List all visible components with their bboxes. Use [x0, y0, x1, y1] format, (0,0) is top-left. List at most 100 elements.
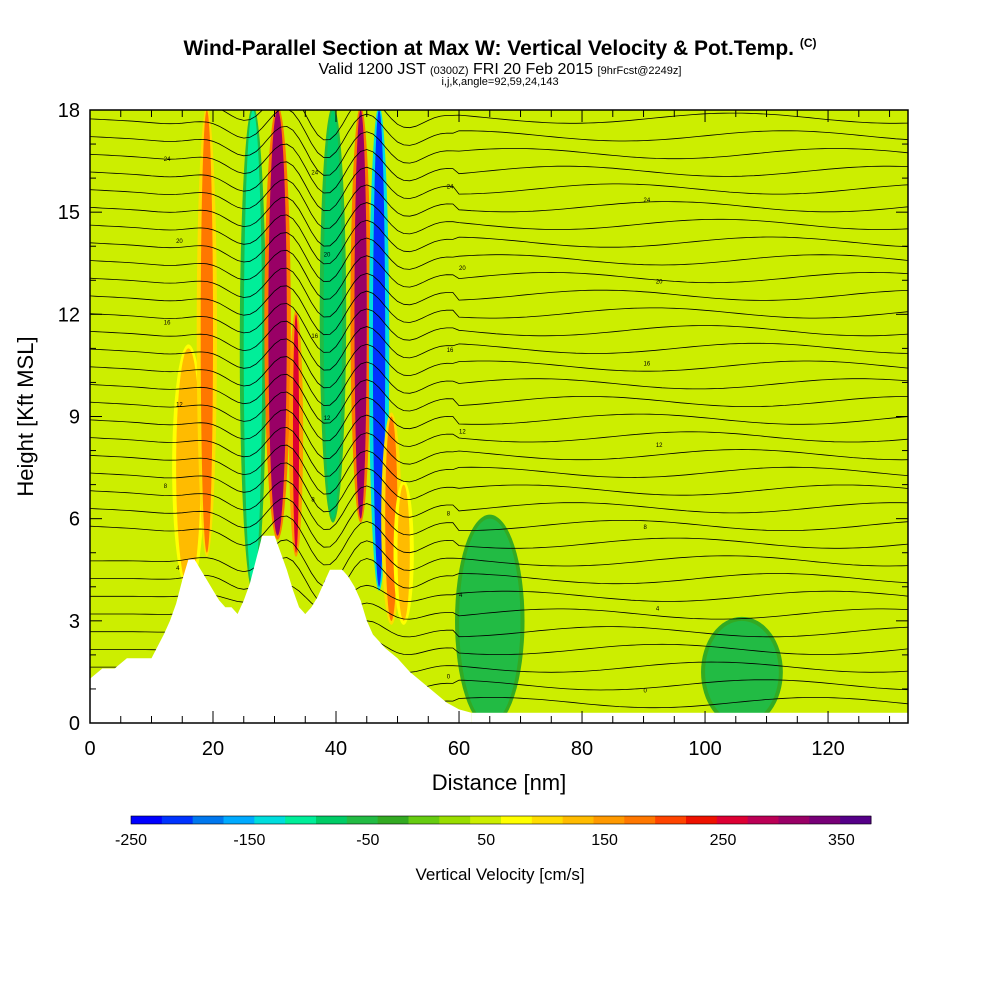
- colorbar-swatch: [593, 816, 625, 824]
- colorbar-swatch: [716, 816, 749, 824]
- colorbar-swatch: [686, 816, 718, 824]
- x-tick-label: 120: [811, 738, 844, 760]
- y-axis-title: Height [Kft MSL]: [13, 336, 38, 496]
- subtitle-valid: Valid 1200 JST: [318, 61, 426, 78]
- isentrope-line: [90, 196, 908, 247]
- y-tick-label: 15: [58, 202, 80, 224]
- isentrope-line: [90, 409, 908, 460]
- colorbar-swatch: [531, 816, 564, 824]
- w-cell: [459, 518, 521, 723]
- w-cell: [176, 348, 201, 587]
- x-tick-label: 100: [688, 738, 721, 760]
- colorbar-border: [130, 815, 872, 825]
- colorbar-swatch: [346, 816, 379, 824]
- isentrope-label: 16: [644, 361, 651, 367]
- isentrope-line: [90, 539, 908, 588]
- colorbar-swatch: [377, 816, 409, 824]
- chart-title: Wind-Parallel Section at Max W: Vertical…: [0, 36, 1000, 61]
- isentrope-line: [90, 391, 908, 442]
- plot-area: 2424242420202020161616161212121288884444…: [90, 110, 908, 723]
- w-cell: [372, 110, 386, 587]
- colorbar-swatch: [408, 816, 440, 824]
- colorbar-swatch: [840, 816, 872, 824]
- x-tick-label: 80: [571, 738, 593, 760]
- isentrope-line: [90, 303, 908, 353]
- y-tick-label: 9: [69, 407, 80, 429]
- w-cell: [268, 110, 287, 536]
- y-tick-label: 3: [69, 611, 80, 633]
- isentrope-line: [90, 285, 908, 336]
- isentrope-line: [90, 232, 908, 283]
- isentrope-line: [90, 110, 908, 159]
- x-tick-label: 40: [325, 738, 347, 760]
- isentrope-line: [90, 161, 908, 212]
- isentrope-label: 0: [644, 688, 648, 694]
- x-tick-label: 0: [84, 738, 95, 760]
- subtitle-date: FRI 20 Feb 2015: [473, 61, 594, 78]
- colorbar-swatch: [285, 816, 317, 824]
- isentrope-label: 4: [656, 607, 660, 613]
- colorbar: -250 -150 -50 50 150 250 350: [115, 815, 872, 849]
- colorbar-swatch: [223, 816, 255, 824]
- isentrope-label: 24: [447, 184, 454, 190]
- isentrope-line: [90, 214, 908, 265]
- isentrope-line: [90, 515, 908, 566]
- isentrope-line: [90, 320, 908, 371]
- colorbar-tick-label: 350: [828, 832, 855, 849]
- colorbar-swatch: [624, 816, 656, 824]
- chart-params: i,j,k,angle=92,59,24,143: [441, 76, 559, 88]
- isentrope-label: 20: [324, 252, 331, 258]
- isentrope-label: 16: [164, 321, 171, 327]
- isentrope-label: 0: [447, 675, 451, 681]
- colorbar-swatch: [747, 816, 779, 824]
- x-tick-label: 20: [202, 738, 224, 760]
- isentrope-line: [90, 480, 908, 530]
- colorbar-tick-label: -50: [356, 832, 379, 849]
- isentrope-line: [90, 249, 908, 300]
- isentrope-line: [90, 557, 908, 605]
- title-mark: (C): [799, 36, 817, 50]
- x-axis-title: Distance [nm]: [432, 770, 567, 795]
- colorbar-tick-label: -150: [233, 832, 265, 849]
- colorbar-tick-label: 50: [477, 832, 495, 849]
- isentrope-line: [90, 143, 908, 194]
- isentrope-label: 4: [459, 593, 463, 599]
- colorbar-tick-label: -250: [115, 832, 147, 849]
- w-cell: [705, 620, 779, 723]
- subtitle-forecast: [9hrFcst@2249z]: [597, 65, 682, 77]
- isentrope-line: [90, 338, 908, 389]
- isentrope-line: [90, 497, 908, 548]
- isentrope-line: [90, 356, 908, 406]
- colorbar-swatch: [254, 816, 286, 824]
- isentrope-label: 24: [644, 198, 651, 204]
- isentrope-label: 12: [176, 402, 183, 408]
- y-tick-label: 6: [69, 509, 80, 531]
- isentrope-label: 8: [644, 525, 648, 531]
- terrain: [90, 535, 908, 723]
- w-cell: [292, 314, 300, 553]
- isentrope-label: 8: [447, 511, 451, 517]
- colorbar-swatch: [562, 816, 594, 824]
- isentrope-label: 20: [176, 239, 183, 245]
- colorbar-swatch: [809, 816, 841, 824]
- colorbar-swatch: [316, 816, 348, 824]
- colorbar-tick-label: 150: [591, 832, 618, 849]
- isentrope-line: [90, 179, 908, 229]
- isentrope-line: [90, 373, 908, 424]
- isentrope-label: 24: [311, 171, 318, 177]
- isentrope-label: 4: [176, 566, 180, 572]
- isentrope-line: [90, 444, 908, 495]
- colorbar-title: Vertical Velocity [cm/s]: [415, 865, 584, 884]
- isentrope-label: 12: [656, 443, 663, 449]
- subtitle-utc: (0300Z): [430, 65, 469, 77]
- isentrope-label: 24: [164, 157, 171, 163]
- isentrope-label: 12: [459, 430, 466, 436]
- x-tick-label: 60: [448, 738, 470, 760]
- isentrope-line: [90, 584, 908, 611]
- isentrope-label: 8: [311, 498, 315, 504]
- chart-title-text: Wind-Parallel Section at Max W: Vertical…: [183, 37, 794, 60]
- y-tick-label: 12: [58, 304, 80, 326]
- isentrope-line: [90, 125, 908, 176]
